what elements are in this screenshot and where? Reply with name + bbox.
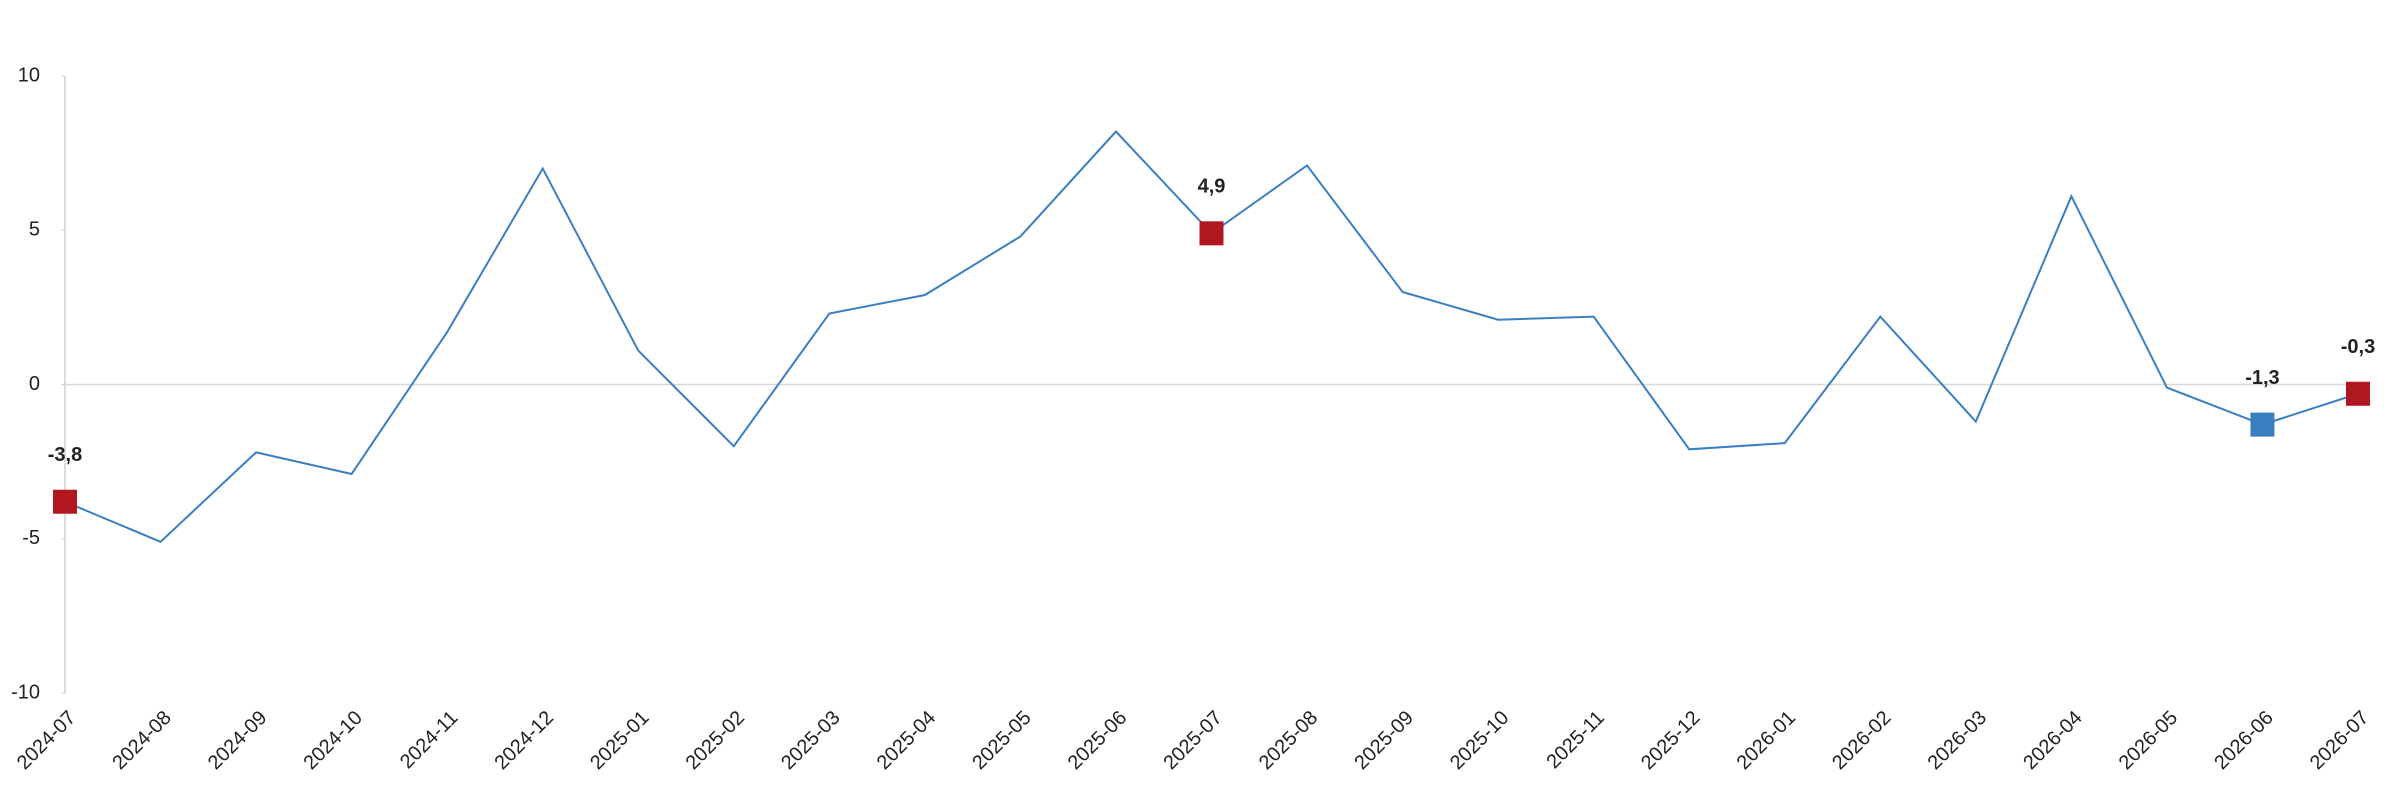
value-label: -1,3 <box>2245 367 2279 389</box>
x-tick-label: 2025-05 <box>968 707 1035 774</box>
marker <box>1199 221 1224 246</box>
x-tick-label: 2026-03 <box>1924 707 1991 774</box>
y-tick-label: 5 <box>29 219 40 241</box>
x-tick-label: 2024-09 <box>204 707 271 774</box>
x-tick-label: 2025-08 <box>1255 707 1322 774</box>
x-tick-label: 2025-01 <box>586 707 653 774</box>
y-tick-label: -5 <box>22 527 40 549</box>
x-tick-label: 2026-07 <box>2306 707 2373 774</box>
x-tick-label: 2025-11 <box>1543 707 1609 773</box>
marker <box>53 489 77 514</box>
x-tick-label: 2026-05 <box>2115 707 2182 774</box>
x-tick-label: 2026-04 <box>2019 707 2086 774</box>
y-tick-label: 10 <box>18 64 40 86</box>
x-tick-label: 2025-03 <box>777 707 844 774</box>
x-tick-label: 2026-06 <box>2210 707 2277 774</box>
y-tick-label: -10 <box>11 681 40 703</box>
value-label: -0,3 <box>2341 336 2375 358</box>
x-tick-label: 2024-10 <box>299 707 366 774</box>
x-tick-label: 2024-07 <box>13 707 80 774</box>
x-tick-label: 2026-02 <box>1828 707 1895 774</box>
x-tick-label: 2025-02 <box>682 707 749 774</box>
x-tick-label: 2025-12 <box>1637 707 1704 774</box>
x-tick-label: 2025-04 <box>873 707 940 774</box>
x-tick-label: 2025-09 <box>1350 707 1417 774</box>
x-tick-label: 2026-01 <box>1733 707 1800 774</box>
x-tick-label: 2024-08 <box>108 707 175 774</box>
x-tick-label: 2025-10 <box>1446 707 1513 774</box>
y-tick-label: 0 <box>29 373 40 395</box>
x-tick-label: 2024-12 <box>491 707 558 774</box>
x-tick-label: 2024-11 <box>396 707 462 773</box>
marker <box>2250 412 2275 437</box>
x-tick-label: 2025-06 <box>1064 707 1131 774</box>
marker <box>2346 381 2370 406</box>
value-label: 4,9 <box>1198 176 1226 198</box>
x-tick-label: 2025-07 <box>1159 707 1226 774</box>
value-label: -3,8 <box>48 444 82 466</box>
